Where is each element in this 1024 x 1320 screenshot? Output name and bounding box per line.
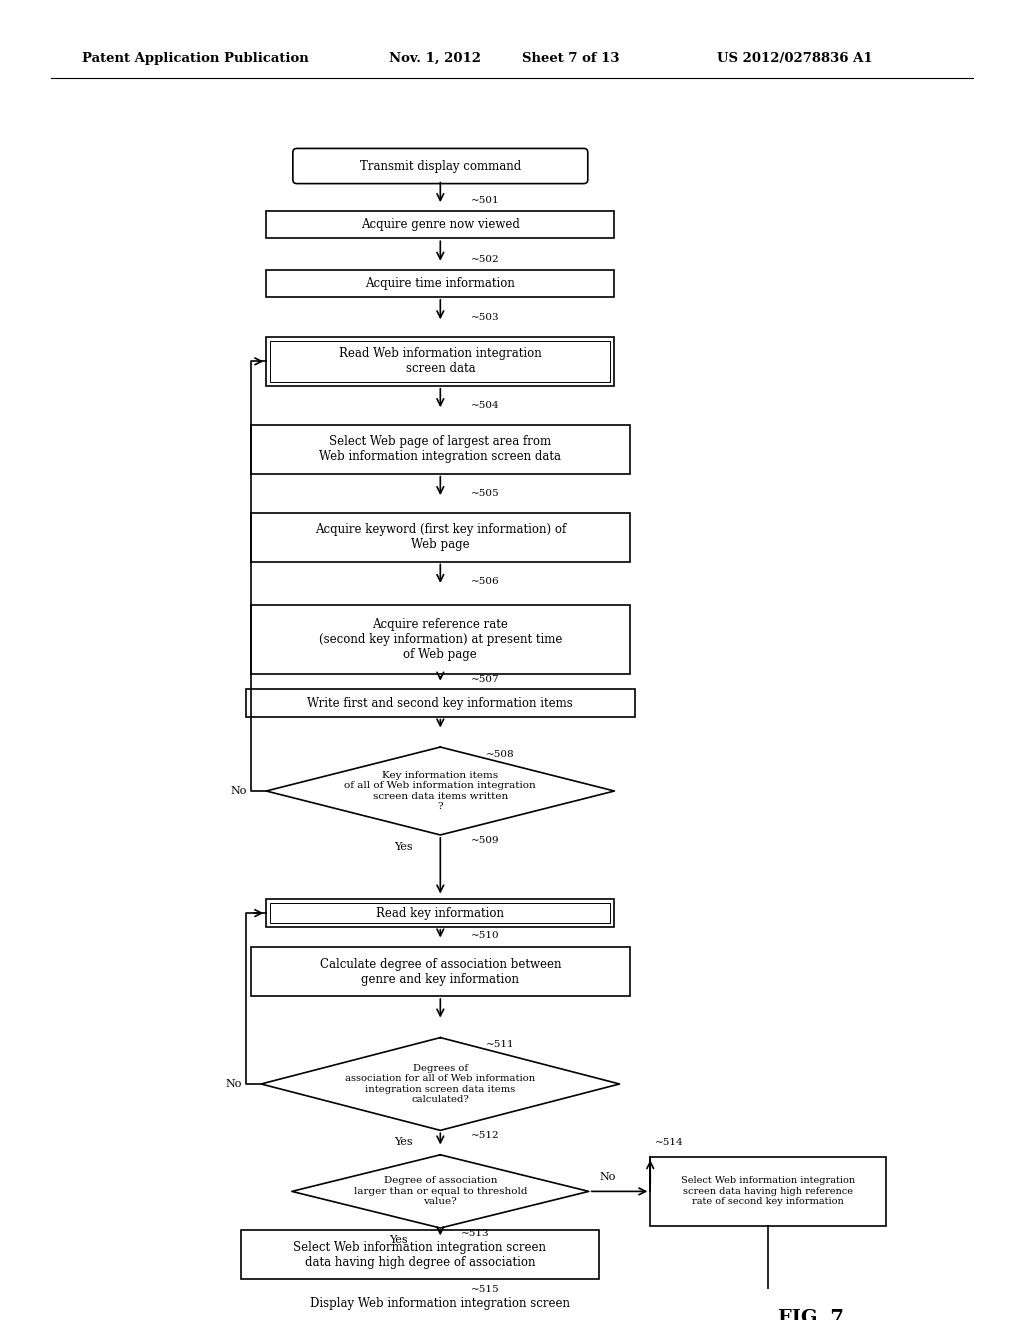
FancyBboxPatch shape bbox=[293, 148, 588, 183]
Bar bbox=[251, 948, 630, 997]
Bar bbox=[251, 606, 630, 673]
Text: ~504: ~504 bbox=[471, 401, 500, 411]
Text: ~512: ~512 bbox=[471, 1131, 500, 1140]
Text: ~506: ~506 bbox=[471, 577, 500, 586]
Bar bbox=[266, 337, 614, 385]
Text: Calculate degree of association between
genre and key information: Calculate degree of association between … bbox=[319, 958, 561, 986]
Bar bbox=[251, 512, 630, 561]
Text: ~515: ~515 bbox=[471, 1284, 500, 1294]
Text: Degrees of
association for all of Web information
integration screen data items
: Degrees of association for all of Web in… bbox=[345, 1064, 536, 1104]
Bar bbox=[270, 341, 610, 381]
Text: ~508: ~508 bbox=[486, 750, 515, 759]
Bar bbox=[266, 269, 614, 297]
Text: Acquire genre now viewed: Acquire genre now viewed bbox=[360, 218, 520, 231]
Text: Patent Application Publication: Patent Application Publication bbox=[82, 51, 308, 65]
Text: ~514: ~514 bbox=[655, 1138, 684, 1147]
Text: Yes: Yes bbox=[394, 842, 413, 851]
Bar bbox=[270, 903, 610, 923]
Bar bbox=[251, 425, 630, 474]
Text: FIG. 7: FIG. 7 bbox=[778, 1309, 844, 1320]
Text: Nov. 1, 2012: Nov. 1, 2012 bbox=[389, 51, 481, 65]
Text: Yes: Yes bbox=[394, 1137, 413, 1147]
Bar bbox=[246, 689, 635, 717]
Text: Read Web information integration
screen data: Read Web information integration screen … bbox=[339, 347, 542, 375]
Text: Acquire keyword (first key information) of
Web page: Acquire keyword (first key information) … bbox=[314, 523, 566, 552]
Text: Select Web information integration screen
data having high degree of association: Select Web information integration scree… bbox=[293, 1241, 547, 1269]
Text: Degree of association
larger than or equal to threshold
value?: Degree of association larger than or equ… bbox=[353, 1176, 527, 1206]
Text: No: No bbox=[599, 1172, 615, 1181]
Text: ~507: ~507 bbox=[471, 675, 500, 684]
Text: Acquire time information: Acquire time information bbox=[366, 277, 515, 289]
Text: ~511: ~511 bbox=[486, 1040, 515, 1049]
Text: Key information items
of all of Web information integration
screen data items wr: Key information items of all of Web info… bbox=[344, 771, 537, 810]
Bar bbox=[246, 1290, 635, 1317]
Bar bbox=[650, 1158, 886, 1225]
Text: ~501: ~501 bbox=[471, 197, 500, 205]
Bar bbox=[266, 899, 614, 927]
Bar bbox=[266, 211, 614, 239]
Text: Read key information: Read key information bbox=[377, 907, 504, 920]
Text: US 2012/0278836 A1: US 2012/0278836 A1 bbox=[717, 51, 872, 65]
Text: ~510: ~510 bbox=[471, 932, 500, 940]
Text: Write first and second key information items: Write first and second key information i… bbox=[307, 697, 573, 710]
Text: No: No bbox=[230, 785, 247, 796]
Text: No: No bbox=[225, 1078, 242, 1089]
Text: ~509: ~509 bbox=[471, 836, 500, 845]
Text: ~502: ~502 bbox=[471, 255, 500, 264]
Text: ~505: ~505 bbox=[471, 490, 500, 498]
Text: Select Web page of largest area from
Web information integration screen data: Select Web page of largest area from Web… bbox=[319, 436, 561, 463]
Text: Select Web information integration
screen data having high reference
rate of sec: Select Web information integration scree… bbox=[681, 1176, 855, 1206]
Text: Yes: Yes bbox=[389, 1234, 408, 1245]
Text: Transmit display command: Transmit display command bbox=[359, 160, 521, 173]
Text: Acquire reference rate
(second key information) at present time
of Web page: Acquire reference rate (second key infor… bbox=[318, 618, 562, 661]
Text: Sheet 7 of 13: Sheet 7 of 13 bbox=[522, 51, 620, 65]
Bar bbox=[241, 1230, 599, 1279]
Text: ~503: ~503 bbox=[471, 313, 500, 322]
Text: Display Web information integration screen: Display Web information integration scre… bbox=[310, 1298, 570, 1311]
Text: ~513: ~513 bbox=[461, 1229, 489, 1238]
